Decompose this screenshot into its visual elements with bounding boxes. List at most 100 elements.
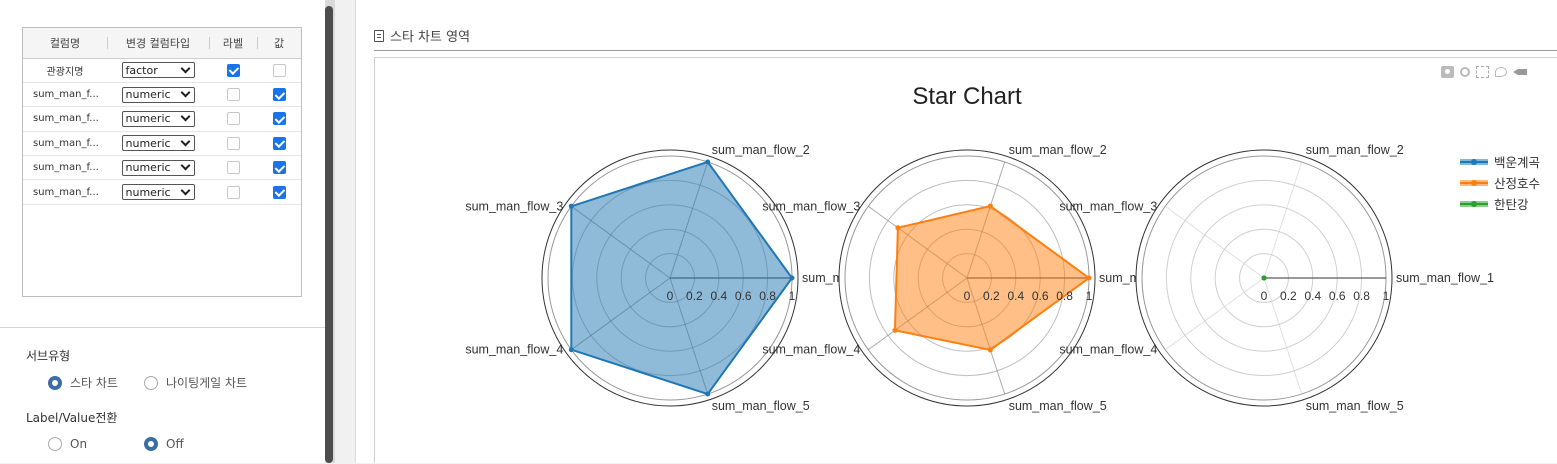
cell-column-name: sum_man_f... bbox=[23, 179, 107, 205]
value-checkbox[interactable] bbox=[272, 161, 286, 175]
scrollbar-thumb[interactable] bbox=[325, 6, 333, 463]
radio-circle[interactable] bbox=[144, 375, 158, 390]
label-checkbox[interactable] bbox=[226, 63, 240, 77]
radial-tick-label: 1 bbox=[1383, 289, 1390, 303]
table-row: sum_man_f... numeric bbox=[23, 82, 301, 108]
radio-circle[interactable] bbox=[48, 437, 62, 451]
legend-entry: 백운계곡 bbox=[1494, 156, 1540, 170]
type-select[interactable]: factor bbox=[121, 62, 195, 79]
type-select-value: numeric bbox=[125, 161, 171, 175]
type-select[interactable]: numeric bbox=[121, 86, 195, 103]
cell-column-type: numeric bbox=[107, 131, 209, 157]
radio-label: 스타 차트 bbox=[70, 376, 118, 390]
chart-area: Star Chart 0 0.2 0.4 0.6 0.8 1 sum_m sum_man_flo… bbox=[374, 57, 1557, 463]
header-value: 값 bbox=[257, 28, 301, 59]
data-point bbox=[705, 391, 711, 397]
label-checkbox[interactable] bbox=[226, 112, 240, 126]
cell-column-type: factor bbox=[107, 58, 209, 83]
cell-column-name: sum_man_f... bbox=[23, 131, 107, 157]
axis-label: sum_man_flow_5 bbox=[1009, 399, 1107, 413]
radio-circle[interactable] bbox=[48, 375, 62, 390]
polar-spoke bbox=[1263, 277, 1303, 395]
radio-on[interactable]: On bbox=[48, 437, 144, 451]
camera-icon[interactable] bbox=[1441, 66, 1454, 78]
chevron-down-icon bbox=[180, 63, 190, 74]
legend-marker bbox=[1471, 201, 1477, 207]
cell-label bbox=[209, 179, 257, 205]
header-column-type: 변경 컬럼타입 bbox=[107, 28, 209, 59]
radial-tick-label: 0.2 bbox=[1280, 289, 1297, 303]
column-table: 컬럼명 변경 컬럼타입 라벨 값 관광지명 factor sum_man_f... n… bbox=[22, 27, 302, 297]
legend-entry: 산정호수 bbox=[1494, 177, 1540, 191]
chevron-down-icon bbox=[180, 112, 190, 122]
value-checkbox[interactable] bbox=[272, 136, 286, 150]
zoom-icon[interactable] bbox=[1460, 67, 1470, 77]
cell-column-name: sum_man_f... bbox=[23, 155, 107, 181]
value-checkbox[interactable] bbox=[272, 112, 286, 126]
lasso-select-icon[interactable] bbox=[1495, 67, 1507, 77]
table-row: sum_man_f... numeric bbox=[23, 155, 301, 181]
axis-label: sum_man_flow_4 bbox=[762, 343, 860, 357]
title-underline bbox=[374, 50, 1557, 51]
data-point bbox=[892, 327, 898, 333]
axis-label: sum_m bbox=[802, 271, 843, 285]
radio-circle[interactable] bbox=[144, 437, 158, 451]
data-point bbox=[568, 347, 574, 353]
toggle-hover-icon[interactable] bbox=[1513, 69, 1527, 75]
series-area bbox=[570, 160, 794, 396]
type-select[interactable]: numeric bbox=[121, 110, 195, 127]
sub-type-label: 서브유형 bbox=[26, 349, 71, 363]
radial-tick-label: 0.6 bbox=[735, 289, 752, 303]
axis-label: sum_man_flow_3 bbox=[1059, 199, 1157, 213]
radial-tick-label: 0.6 bbox=[1032, 289, 1049, 303]
header-column-name: 컬럼명 bbox=[23, 28, 107, 59]
radio-nightingale-chart[interactable]: 나이팅게일 차트 bbox=[144, 374, 247, 391]
type-select[interactable]: numeric bbox=[121, 159, 195, 176]
radial-tick-label: 0.6 bbox=[1329, 289, 1346, 303]
type-select[interactable]: numeric bbox=[121, 184, 195, 201]
axis-label: sum_m bbox=[1099, 271, 1140, 285]
table-row: sum_man_f... numeric bbox=[23, 179, 301, 205]
polar-spoke bbox=[1165, 205, 1265, 279]
chevron-down-icon bbox=[180, 87, 190, 98]
label-checkbox[interactable] bbox=[226, 161, 240, 175]
type-select[interactable]: numeric bbox=[121, 135, 195, 152]
axis-label: sum_man_flow_5 bbox=[712, 399, 810, 413]
divider bbox=[0, 327, 325, 328]
label-checkbox[interactable] bbox=[226, 136, 240, 150]
chart-title: Star Chart bbox=[912, 83, 1022, 110]
cell-value bbox=[257, 155, 301, 181]
radio-off[interactable]: Off bbox=[144, 437, 184, 451]
radio-star-chart[interactable]: 스타 차트 bbox=[48, 374, 144, 391]
cell-label bbox=[209, 58, 257, 83]
data-point bbox=[568, 203, 574, 209]
legend-marker bbox=[1471, 180, 1477, 186]
value-checkbox[interactable] bbox=[272, 63, 286, 77]
chart-toolbar bbox=[1441, 66, 1527, 78]
radial-tick-label: 1 bbox=[1086, 289, 1093, 303]
value-checkbox[interactable] bbox=[272, 185, 286, 199]
cell-label bbox=[209, 82, 257, 108]
box-select-icon[interactable] bbox=[1476, 66, 1489, 78]
cell-value bbox=[257, 58, 301, 83]
data-point bbox=[705, 159, 711, 165]
radial-tick-label: 0.8 bbox=[759, 289, 776, 303]
star-chart-svg: Star Chart 0 0.2 0.4 0.6 0.8 1 sum_m sum_man_flo… bbox=[465, 83, 1540, 413]
label-value-switch-label: Label/Value전환 bbox=[26, 411, 118, 425]
axis-label: sum_man_flow_4 bbox=[1059, 343, 1157, 357]
radial-tick-label: 0 bbox=[964, 289, 971, 303]
type-select-value: numeric bbox=[125, 136, 171, 150]
radial-tick-label: 1 bbox=[789, 289, 796, 303]
chevron-down-icon bbox=[180, 185, 190, 196]
value-checkbox[interactable] bbox=[272, 88, 286, 102]
sub-type-radio-group: 스타 차트 나이팅게일 차트 bbox=[48, 374, 247, 391]
label-checkbox[interactable] bbox=[226, 88, 240, 102]
radial-tick-label: 0.8 bbox=[1056, 289, 1073, 303]
left-panel: 컬럼명 변경 컬럼타입 라벨 값 관광지명 factor sum_man_f... n… bbox=[0, 0, 325, 463]
label-checkbox[interactable] bbox=[226, 185, 240, 199]
radio-label: On bbox=[70, 437, 88, 451]
table-row: sum_man_f... numeric bbox=[23, 131, 301, 157]
table-row: sum_man_f... numeric bbox=[23, 106, 301, 132]
axis-label: sum_man_flow_2 bbox=[712, 143, 810, 157]
cell-value bbox=[257, 82, 301, 108]
